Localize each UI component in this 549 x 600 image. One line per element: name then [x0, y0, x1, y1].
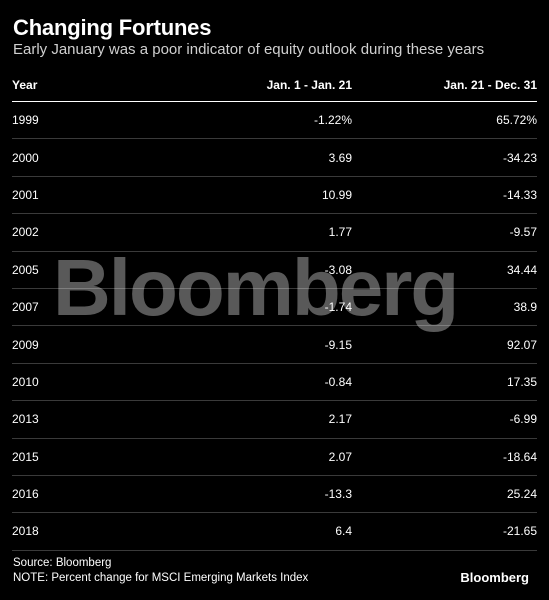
cell-jan1-jan21: -1.22% — [313, 113, 352, 128]
cell-jan21-dec31: -6.99 — [509, 412, 537, 427]
cell-jan1-jan21: 1.77 — [328, 225, 352, 240]
cell-year: 2016 — [12, 487, 39, 502]
table-header: Year Jan. 1 - Jan. 21 Jan. 21 - Dec. 31 — [12, 68, 537, 102]
cell-jan21-dec31: -9.57 — [509, 225, 537, 240]
cell-jan21-dec31: 17.35 — [506, 374, 537, 389]
table-row: 2000 3.69 -34.23 — [12, 139, 537, 177]
source-note: Source: Bloomberg — [13, 557, 112, 569]
cell-year: 2000 — [12, 150, 39, 165]
table-row: 2005 -3.08 34.44 — [12, 252, 537, 289]
chart-subtitle: Early January was a poor indicator of eq… — [13, 41, 485, 58]
cell-jan1-jan21: -0.84 — [324, 374, 352, 389]
header-jan1-jan21: Jan. 1 - Jan. 21 — [266, 77, 352, 92]
table-row: 2013 2.17 -6.99 — [12, 401, 537, 439]
header-year: Year — [12, 77, 38, 92]
footnote: NOTE: Percent change for MSCI Emerging M… — [13, 572, 309, 584]
cell-jan21-dec31: 25.24 — [506, 487, 537, 502]
cell-jan21-dec31: 34.44 — [506, 262, 537, 277]
table-row: 2002 1.77 -9.57 — [12, 214, 537, 252]
cell-year: 2007 — [12, 300, 39, 315]
bloomberg-logo: Bloomberg — [460, 570, 529, 585]
data-table: Year Jan. 1 - Jan. 21 Jan. 21 - Dec. 31 … — [12, 68, 537, 551]
cell-year: 2013 — [12, 412, 39, 427]
cell-year: 2015 — [12, 449, 39, 464]
cell-year: 2010 — [12, 374, 39, 389]
cell-jan21-dec31: -18.64 — [502, 449, 537, 464]
cell-year: 2005 — [12, 262, 39, 277]
cell-jan1-jan21: -1.74 — [324, 300, 352, 315]
cell-jan1-jan21: -9.15 — [324, 337, 352, 352]
cell-jan1-jan21: 3.69 — [328, 150, 352, 165]
cell-jan1-jan21: 10.99 — [321, 187, 352, 202]
table-row: 2016 -13.3 25.24 — [12, 476, 537, 514]
cell-year: 2018 — [12, 524, 39, 539]
cell-jan21-dec31: 65.72% — [496, 113, 537, 128]
cell-year: 2001 — [12, 187, 39, 202]
cell-jan1-jan21: 2.07 — [328, 449, 352, 464]
cell-jan21-dec31: -34.23 — [502, 150, 537, 165]
table-row: 2010 -0.84 17.35 — [12, 364, 537, 402]
cell-jan21-dec31: 38.9 — [513, 300, 537, 315]
cell-jan1-jan21: -13.3 — [324, 487, 352, 502]
cell-jan21-dec31: -21.65 — [502, 524, 537, 539]
chart-title: Changing Fortunes — [13, 15, 212, 40]
table-body: 1999 -1.22% 65.72% 2000 3.69 -34.23 2001 10.99 -… — [12, 102, 537, 551]
table-row: 1999 -1.22% 65.72% — [12, 102, 537, 140]
cell-jan21-dec31: 92.07 — [506, 337, 537, 352]
cell-jan1-jan21: 2.17 — [328, 412, 352, 427]
cell-year: 2009 — [12, 337, 39, 352]
table-row: 2001 10.99 -14.33 — [12, 177, 537, 215]
cell-year: 2002 — [12, 225, 39, 240]
table-row: 2009 -9.15 92.07 — [12, 326, 537, 364]
header-jan21-dec31: Jan. 21 - Dec. 31 — [443, 77, 537, 92]
table-row: 2015 2.07 -18.64 — [12, 439, 537, 476]
cell-jan1-jan21: 6.4 — [335, 524, 352, 539]
table-row: 2007 -1.74 38.9 — [12, 289, 537, 327]
cell-jan21-dec31: -14.33 — [502, 187, 537, 202]
cell-jan1-jan21: -3.08 — [324, 262, 352, 277]
table-row: 2018 6.4 -21.65 — [12, 513, 537, 551]
cell-year: 1999 — [12, 113, 39, 128]
